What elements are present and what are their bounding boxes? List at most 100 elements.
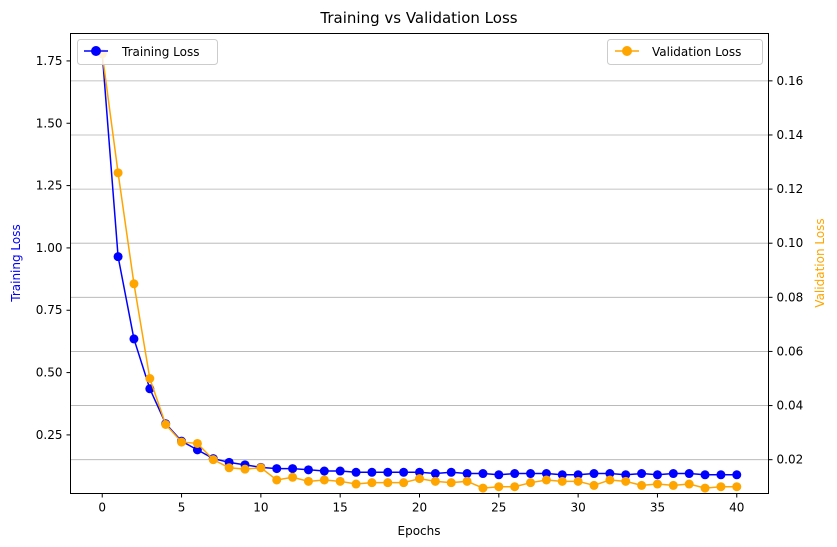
training-loss-point: [462, 469, 472, 479]
training-loss-point: [319, 466, 329, 476]
x-tick-label: 5: [178, 501, 186, 515]
training-loss-point: [573, 470, 583, 480]
x-tick-label: 40: [729, 501, 744, 515]
validation-loss-point: [652, 479, 662, 489]
right-tick-label: 0.12: [777, 182, 804, 196]
validation-loss-point: [129, 279, 139, 289]
right-tick-label: 0.08: [777, 290, 804, 304]
training-loss-point: [415, 467, 424, 477]
legend-training-label: Training Loss: [121, 45, 199, 59]
validation-loss-point: [716, 482, 726, 492]
training-loss-point: [446, 467, 456, 477]
validation-loss-point: [573, 476, 583, 486]
chart-title: Training vs Validation Loss: [319, 9, 517, 27]
training-loss-point: [113, 252, 123, 262]
validation-loss-point: [605, 475, 615, 485]
validation-loss-point: [208, 455, 218, 465]
training-loss-point: [668, 469, 678, 479]
training-loss-point: [541, 469, 551, 479]
right-tick-label: 0.14: [777, 128, 804, 142]
left-axis-ticks: 0.25 0.50 0.75 1.00 1.25 1.50 1.75: [36, 54, 71, 442]
training-loss-point: [605, 469, 615, 479]
training-loss-point: [383, 467, 393, 477]
training-loss-point: [430, 469, 440, 479]
legend-training-marker: [91, 46, 101, 56]
legend-validation: Validation Loss: [607, 39, 763, 65]
left-axis-label: Training Loss: [9, 224, 23, 302]
training-loss-point: [557, 470, 567, 480]
training-loss-point: [510, 469, 520, 479]
validation-loss-point: [684, 479, 694, 489]
right-tick-label: 0.10: [777, 236, 804, 250]
plot-frame: [70, 33, 769, 494]
left-tick-label: 1.75: [36, 54, 63, 68]
legend-validation-label: Validation Loss: [652, 45, 741, 59]
x-axis-ticks: 0 5 10 15 20 25 30 35 40: [98, 493, 744, 515]
training-loss-point: [700, 470, 710, 480]
training-loss-point: [367, 467, 377, 477]
validation-loss-point: [557, 476, 567, 486]
training-loss-point: [621, 470, 631, 480]
validation-loss-point: [240, 464, 250, 474]
left-tick-label: 0.50: [36, 366, 63, 380]
x-tick-label: 30: [570, 501, 585, 515]
x-tick-label: 0: [98, 501, 106, 515]
x-tick-label: 15: [333, 501, 348, 515]
left-tick-label: 1.50: [36, 116, 63, 130]
validation-loss-point: [367, 478, 377, 488]
training-loss-point: [494, 470, 504, 480]
left-tick-label: 0.75: [36, 303, 63, 317]
validation-loss-point: [192, 438, 202, 448]
right-axis-ticks: 0.02 0.04 0.06 0.08 0.10 0.12 0.14 0.16: [768, 74, 804, 467]
right-tick-label: 0.02: [777, 453, 804, 467]
validation-loss-point: [224, 463, 234, 473]
right-tick-label: 0.04: [777, 399, 804, 413]
training-loss-line: [101, 53, 737, 476]
training-loss-point: [637, 469, 647, 479]
validation-loss-point: [351, 479, 361, 489]
validation-loss-point: [319, 475, 329, 485]
right-tick-label: 0.16: [777, 74, 804, 88]
x-tick-label: 25: [491, 501, 506, 515]
validation-loss-point: [732, 482, 742, 492]
x-axis-label: Epochs: [398, 524, 441, 538]
training-loss-point: [288, 464, 298, 474]
validation-loss-point: [399, 478, 409, 488]
training-loss-point: [399, 467, 409, 477]
left-tick-label: 0.25: [36, 428, 63, 442]
training-loss-point: [335, 466, 345, 476]
training-loss-point: [526, 469, 536, 479]
legend-validation-marker: [622, 46, 632, 56]
validation-loss-point: [335, 476, 345, 486]
left-tick-label: 1.25: [36, 179, 63, 193]
validation-loss-point: [541, 475, 551, 485]
validation-loss-point: [462, 476, 472, 486]
validation-loss-point: [303, 476, 313, 486]
validation-loss-point: [113, 168, 123, 178]
validation-loss-point: [589, 480, 599, 490]
training-loss-point: [303, 465, 313, 475]
right-axis-label: Validation Loss: [813, 218, 827, 307]
validation-loss-point: [430, 476, 440, 486]
validation-loss-point: [637, 480, 647, 490]
validation-loss-point: [161, 420, 171, 429]
validation-loss-point: [668, 480, 678, 490]
validation-loss-point: [494, 482, 504, 492]
validation-loss-point: [700, 483, 710, 493]
training-loss-point: [272, 464, 282, 474]
validation-loss-point: [510, 482, 520, 492]
validation-loss-point: [256, 463, 266, 473]
validation-loss-point: [288, 472, 298, 482]
validation-loss-point: [383, 478, 393, 488]
training-loss-point: [684, 469, 694, 479]
training-loss-point: [129, 334, 139, 344]
validation-loss-point: [145, 374, 155, 383]
training-loss-point: [732, 470, 742, 480]
validation-loss-point: [272, 475, 282, 485]
validation-loss-point: [478, 483, 488, 493]
training-loss-point: [652, 470, 662, 480]
training-loss-point: [192, 445, 202, 455]
validation-loss-point: [415, 474, 424, 484]
validation-loss-point: [446, 478, 456, 488]
